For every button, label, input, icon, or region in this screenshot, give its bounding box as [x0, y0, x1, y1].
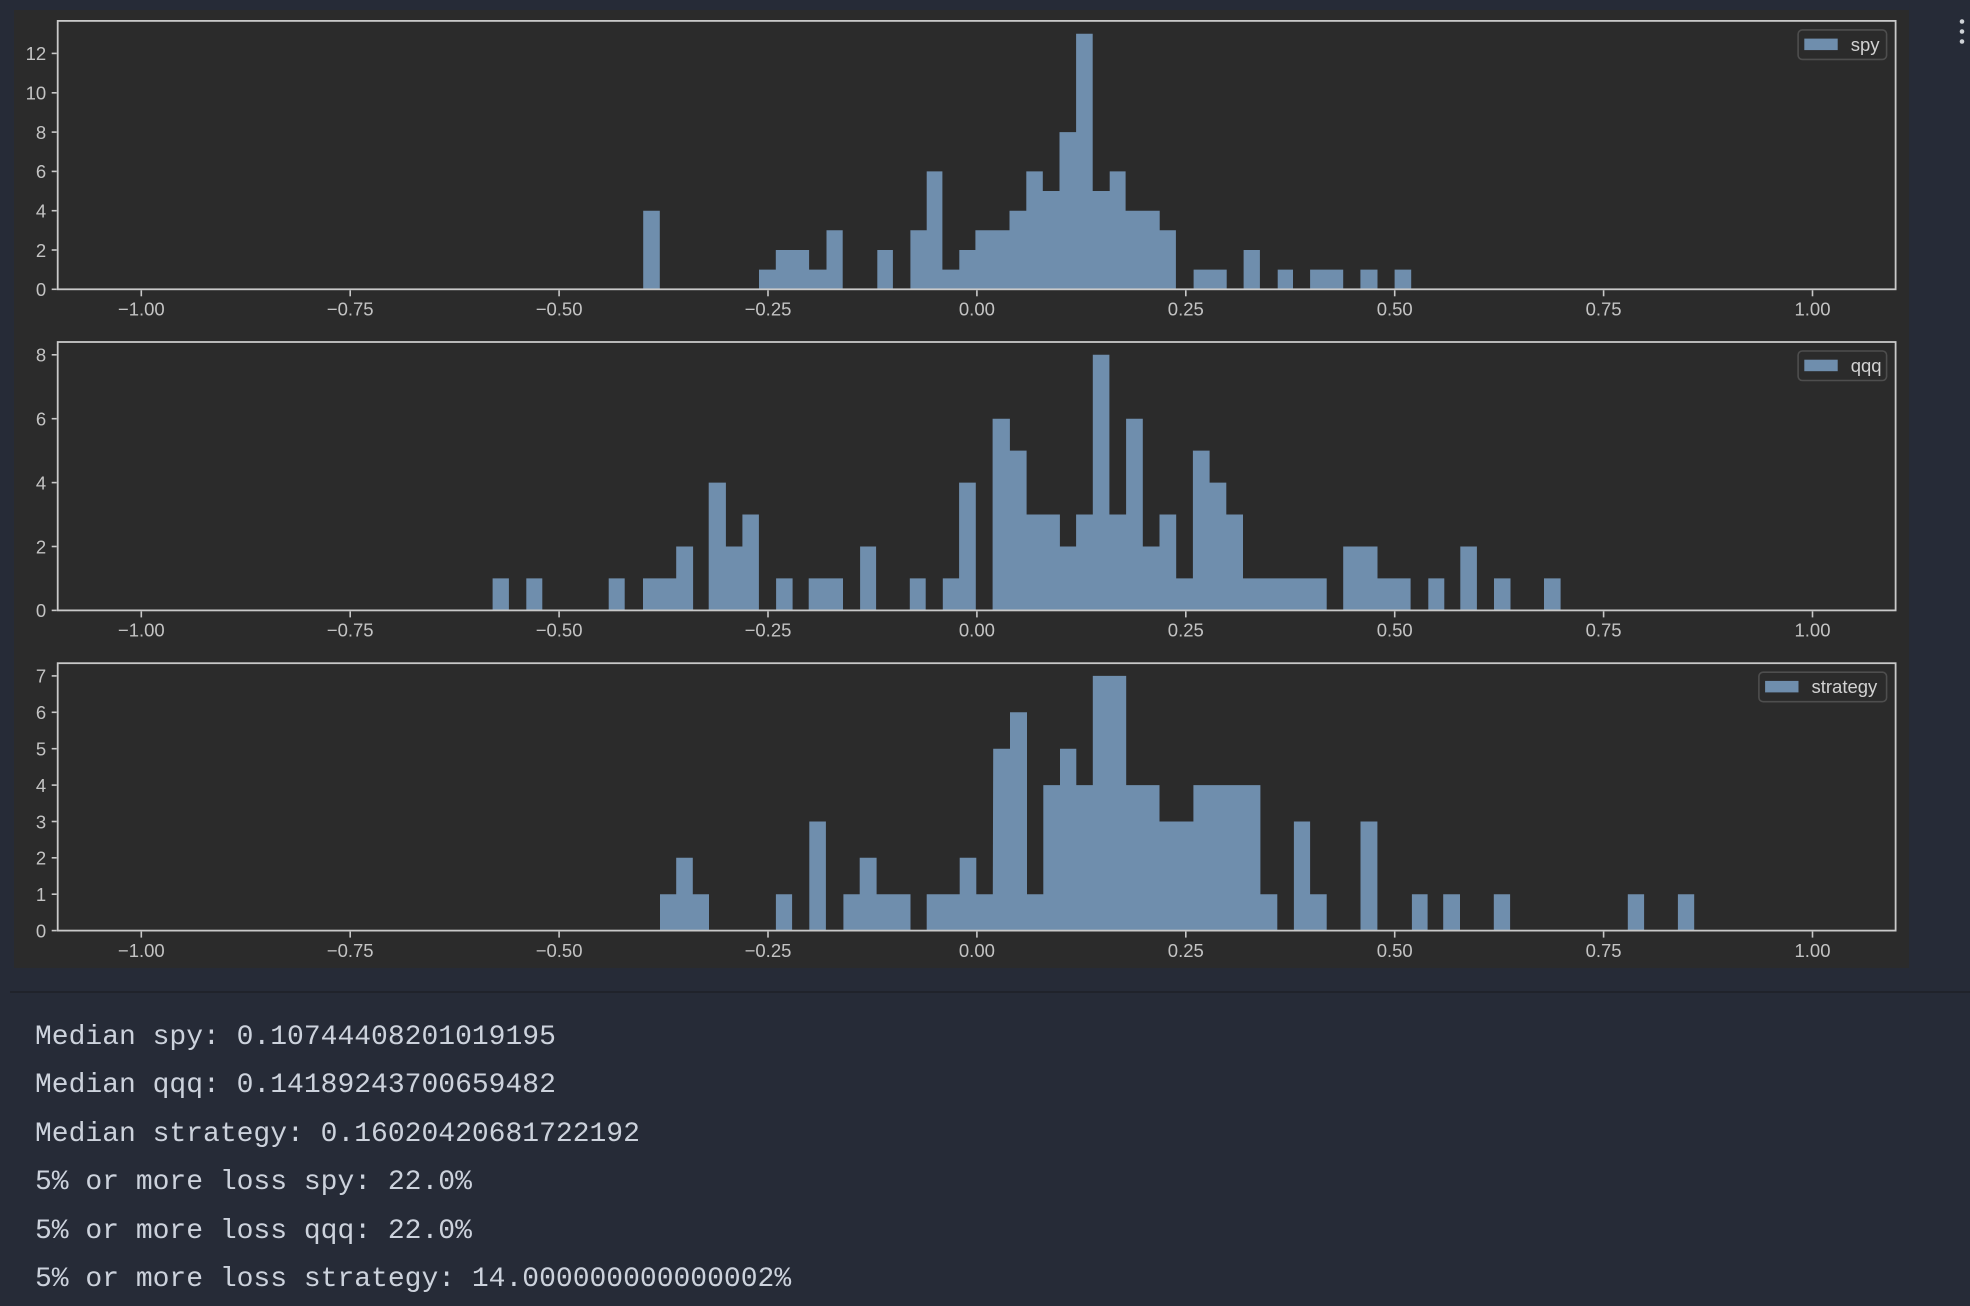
svg-text:−0.75: −0.75	[327, 940, 374, 961]
svg-text:6: 6	[36, 409, 46, 430]
svg-text:0.00: 0.00	[959, 299, 995, 320]
svg-text:0.75: 0.75	[1586, 940, 1622, 961]
svg-text:2: 2	[36, 848, 46, 869]
svg-text:10: 10	[26, 83, 47, 104]
svg-text:5: 5	[36, 739, 46, 760]
svg-text:−0.50: −0.50	[536, 620, 583, 641]
svg-text:−0.75: −0.75	[327, 299, 374, 320]
svg-text:2: 2	[36, 536, 46, 557]
svg-text:0: 0	[36, 920, 46, 941]
svg-text:0.75: 0.75	[1586, 299, 1622, 320]
svg-text:1: 1	[36, 884, 46, 905]
svg-text:strategy: strategy	[1812, 676, 1879, 697]
svg-text:−0.25: −0.25	[745, 299, 792, 320]
svg-text:8: 8	[36, 122, 46, 143]
svg-text:0.00: 0.00	[959, 620, 995, 641]
svg-text:4: 4	[36, 472, 46, 493]
svg-text:0.00: 0.00	[959, 940, 995, 961]
svg-text:0.50: 0.50	[1377, 620, 1413, 641]
svg-text:0.75: 0.75	[1586, 620, 1622, 641]
svg-text:−1.00: −1.00	[118, 620, 165, 641]
svg-text:−0.25: −0.25	[745, 940, 792, 961]
svg-text:−0.25: −0.25	[745, 620, 792, 641]
svg-text:0: 0	[36, 279, 46, 300]
svg-text:8: 8	[36, 345, 46, 366]
svg-text:2: 2	[36, 240, 46, 261]
svg-text:0.25: 0.25	[1168, 940, 1204, 961]
svg-text:1.00: 1.00	[1794, 940, 1830, 961]
svg-text:−0.75: −0.75	[327, 620, 374, 641]
svg-text:−1.00: −1.00	[118, 299, 165, 320]
svg-text:4: 4	[36, 775, 46, 796]
svg-text:0.50: 0.50	[1377, 940, 1413, 961]
svg-text:0.25: 0.25	[1168, 299, 1204, 320]
svg-text:spy: spy	[1851, 34, 1881, 55]
svg-text:7: 7	[36, 666, 46, 687]
svg-text:0.25: 0.25	[1168, 620, 1204, 641]
svg-text:0: 0	[36, 600, 46, 621]
svg-text:3: 3	[36, 811, 46, 832]
svg-text:−0.50: −0.50	[536, 940, 583, 961]
svg-text:1.00: 1.00	[1794, 620, 1830, 641]
svg-text:1.00: 1.00	[1794, 299, 1830, 320]
svg-text:6: 6	[36, 161, 46, 182]
svg-text:12: 12	[26, 43, 47, 64]
svg-text:6: 6	[36, 702, 46, 723]
svg-text:−0.50: −0.50	[536, 299, 583, 320]
svg-text:0.50: 0.50	[1377, 299, 1413, 320]
svg-text:qqq: qqq	[1851, 355, 1882, 376]
svg-text:4: 4	[36, 201, 46, 222]
svg-text:−1.00: −1.00	[118, 940, 165, 961]
